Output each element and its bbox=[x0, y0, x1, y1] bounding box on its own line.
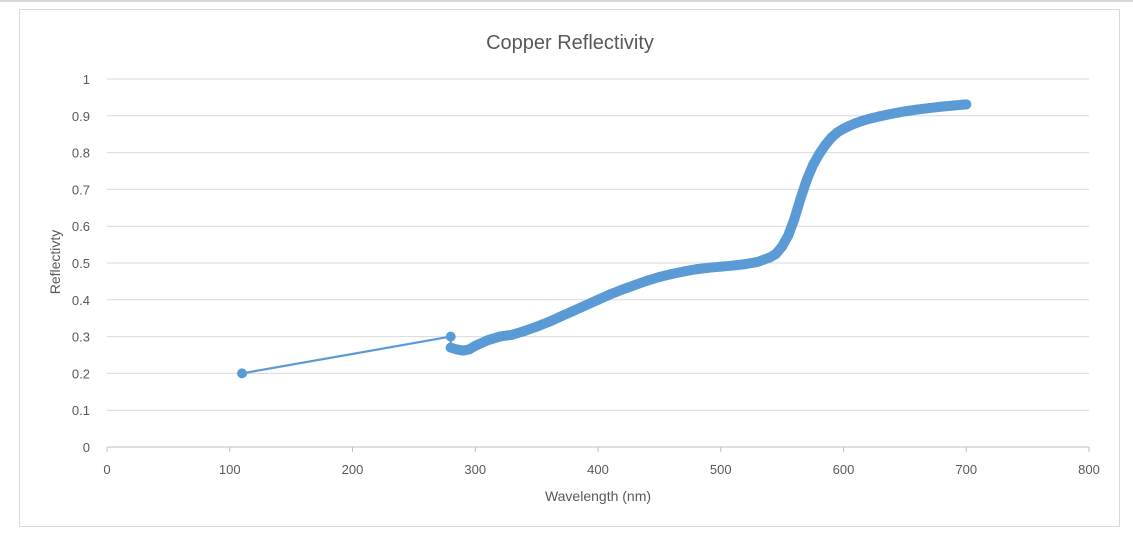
data-point bbox=[770, 248, 781, 259]
data-point bbox=[470, 340, 481, 351]
y-tick-label: 0.2 bbox=[72, 366, 90, 381]
x-tick-label: 200 bbox=[342, 462, 364, 477]
data-point bbox=[752, 256, 763, 267]
data-point bbox=[777, 241, 788, 252]
data-point bbox=[912, 104, 923, 115]
data-point bbox=[445, 331, 456, 342]
y-tick-label: 0.4 bbox=[72, 293, 90, 308]
top-border bbox=[0, 0, 1133, 2]
data-point bbox=[924, 103, 935, 114]
data-point bbox=[936, 101, 947, 112]
x-tick-label: 0 bbox=[103, 462, 110, 477]
data-point bbox=[887, 108, 898, 119]
y-axis-title: Reflectivty bbox=[47, 230, 63, 295]
data-point bbox=[617, 284, 628, 295]
x-tick-label: 700 bbox=[955, 462, 977, 477]
y-tick-label: 0.5 bbox=[72, 256, 90, 271]
data-point bbox=[531, 321, 542, 332]
data-point bbox=[801, 175, 812, 186]
data-point bbox=[728, 260, 739, 271]
data-point bbox=[580, 300, 591, 311]
data-point bbox=[482, 335, 493, 346]
data-point bbox=[783, 230, 794, 241]
data-point bbox=[678, 266, 689, 277]
data-point bbox=[813, 149, 824, 160]
x-axis-title: Wavelength (nm) bbox=[545, 488, 651, 504]
chart-area bbox=[19, 9, 1120, 527]
data-series bbox=[237, 99, 972, 379]
data-point bbox=[820, 140, 831, 151]
x-tick-label: 300 bbox=[464, 462, 486, 477]
data-point bbox=[605, 289, 616, 300]
x-tick-label: 600 bbox=[833, 462, 855, 477]
data-point bbox=[703, 262, 714, 273]
data-point bbox=[740, 259, 751, 270]
y-tick-label: 0.1 bbox=[72, 403, 90, 418]
data-point bbox=[629, 280, 640, 291]
data-point bbox=[875, 111, 886, 122]
data-point bbox=[654, 271, 665, 282]
y-tick-label: 0 bbox=[83, 440, 90, 455]
data-point bbox=[715, 261, 726, 272]
y-tick-label: 0.8 bbox=[72, 146, 90, 161]
x-tick-label: 100 bbox=[219, 462, 241, 477]
x-tick-label: 500 bbox=[710, 462, 732, 477]
data-point bbox=[543, 316, 554, 327]
y-tick-label: 0.6 bbox=[72, 219, 90, 234]
data-point bbox=[863, 114, 874, 125]
x-tick-label: 400 bbox=[587, 462, 609, 477]
series-line bbox=[241, 103, 967, 375]
data-point bbox=[237, 368, 248, 379]
data-point bbox=[795, 193, 806, 204]
y-tick-label: 0.9 bbox=[72, 109, 90, 124]
y-axis-ticks: 0 0.1 0.2 0.3 0.4 0.5 0.6 0.7 0.8 0.9 1 bbox=[72, 72, 90, 455]
data-point bbox=[519, 326, 530, 337]
data-point bbox=[789, 213, 800, 224]
data-point bbox=[666, 269, 677, 280]
data-point bbox=[899, 106, 910, 117]
data-point bbox=[507, 329, 518, 340]
data-point bbox=[961, 99, 972, 110]
data-point bbox=[691, 264, 702, 275]
gridlines bbox=[107, 78, 1089, 411]
y-tick-label: 0.7 bbox=[72, 182, 90, 197]
y-tick-label: 0.3 bbox=[72, 330, 90, 345]
data-point bbox=[807, 160, 818, 171]
x-tick-label: 800 bbox=[1078, 462, 1100, 477]
data-point bbox=[556, 311, 567, 322]
series-marker-trail bbox=[445, 99, 972, 356]
data-point bbox=[642, 275, 653, 286]
data-point bbox=[593, 294, 603, 305]
x-axis-ticks: 0 100 200 300 400 500 600 700 800 bbox=[103, 447, 1100, 477]
chart-title: Copper Reflectivity bbox=[486, 32, 654, 54]
y-tick-label: 1 bbox=[83, 72, 90, 87]
data-point bbox=[568, 305, 579, 316]
data-point bbox=[948, 100, 959, 111]
data-point bbox=[494, 331, 505, 342]
